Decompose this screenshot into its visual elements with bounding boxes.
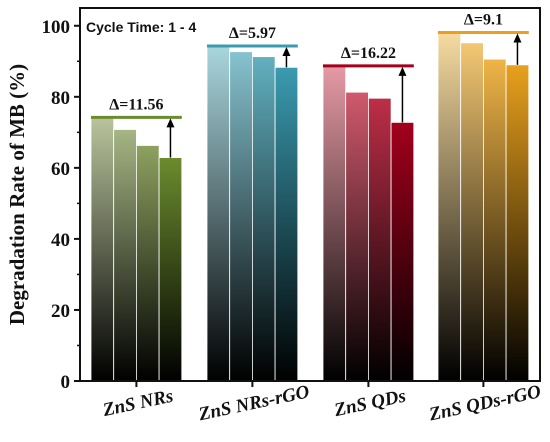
bar [113, 129, 137, 382]
bar [229, 51, 253, 382]
delta-markers-layer: Δ=11.56 Δ=5.97 Δ=16.22 Δ=9.1 [91, 12, 529, 158]
bar [437, 32, 462, 382]
bar [251, 56, 276, 382]
bar [90, 117, 115, 382]
delta-label: Δ=9.1 [464, 12, 503, 29]
bar [206, 45, 231, 382]
bar [390, 121, 415, 382]
delta-label: Δ=11.56 [109, 96, 163, 113]
y-axis: 0 20 40 60 80 100 [42, 17, 80, 393]
x-axis: ZnS NRs ZnS NRs-rGO ZnS QDs ZnS QDs-rGO [100, 381, 543, 426]
bar [345, 91, 369, 382]
y-axis-label: Degradation Rate of MB (%) [5, 64, 29, 325]
x-category-label: ZnS NRs-rGO [196, 381, 312, 425]
y-tick-label: 60 [51, 159, 70, 180]
bar [460, 42, 484, 382]
delta-arrow-head [513, 33, 522, 43]
y-tick-label: 100 [42, 17, 71, 38]
bars-layer [90, 32, 530, 382]
bar [322, 65, 347, 382]
y-tick-label: 0 [61, 372, 71, 393]
delta-arrow-head [166, 118, 175, 128]
x-category-label: ZnS NRs [100, 386, 175, 422]
bar [482, 58, 507, 382]
delta-label: Δ=5.97 [229, 25, 276, 42]
bar [135, 145, 160, 382]
y-tick-label: 80 [51, 88, 70, 109]
y-tick-label: 40 [51, 230, 70, 251]
bar [158, 157, 183, 382]
plot-frame [79, 7, 541, 382]
delta-arrow-head [398, 66, 407, 76]
delta-label: Δ=16.22 [341, 45, 396, 62]
delta-arrow-head [282, 47, 291, 57]
y-tick-label: 20 [51, 301, 70, 322]
x-category-label: ZnS QDs-rGO [426, 381, 543, 425]
cycle-time-annotation: Cycle Time: 1 - 4 [86, 19, 196, 35]
bar [505, 64, 530, 382]
x-category-label: ZnS QDs [332, 386, 408, 422]
bar [367, 97, 392, 382]
bar [274, 66, 299, 382]
